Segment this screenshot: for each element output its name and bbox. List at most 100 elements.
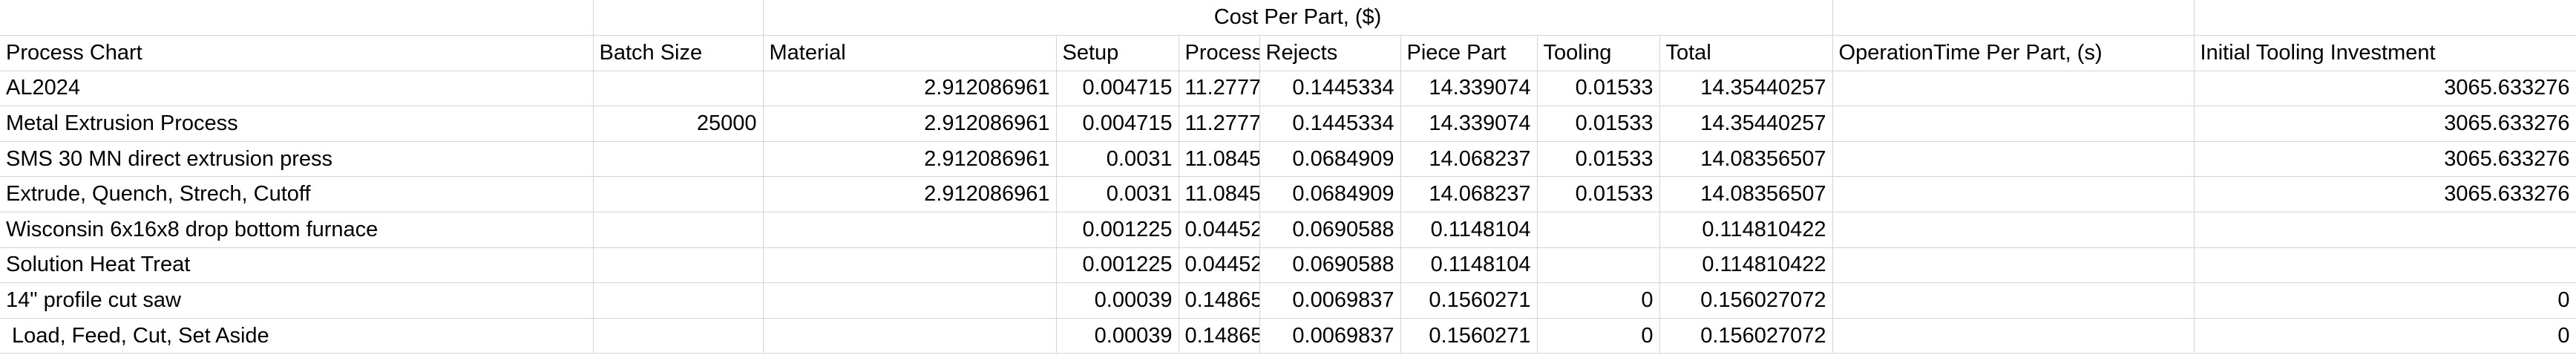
value-cell[interactable] (1832, 282, 2195, 319)
value-cell[interactable]: 0.01533 (1537, 176, 1660, 213)
value-cell[interactable]: 0.00039 (1056, 282, 1179, 319)
value-cell[interactable]: 0 (2194, 282, 2576, 319)
value-cell[interactable] (1832, 71, 2195, 107)
value-cell[interactable] (1832, 247, 2195, 284)
header-process-chart[interactable]: Process Chart (0, 35, 594, 71)
value-cell[interactable]: 0.044527 (1179, 247, 1260, 284)
value-cell[interactable]: 11.08456 (1179, 141, 1260, 178)
value-cell[interactable]: 14.35440257 (1659, 105, 1833, 142)
value-cell[interactable]: 0.148653 (1179, 318, 1260, 354)
value-cell[interactable]: 14.35440257 (1659, 71, 1833, 107)
value-cell[interactable]: 0.156027072 (1659, 282, 1833, 319)
value-cell[interactable]: 0.148653 (1179, 282, 1260, 319)
header-setup[interactable]: Setup (1056, 35, 1179, 71)
value-cell[interactable] (593, 318, 764, 354)
value-cell[interactable]: 0.00039 (1056, 318, 1179, 354)
header-rejects[interactable]: Rejects (1259, 35, 1401, 71)
value-cell[interactable] (763, 282, 1057, 319)
value-cell[interactable]: 0.004715 (1056, 105, 1179, 142)
value-cell[interactable]: 11.27774 (1179, 71, 1260, 107)
value-cell[interactable] (1537, 212, 1660, 248)
value-cell[interactable]: 14.339074 (1400, 71, 1538, 107)
value-cell[interactable] (1537, 247, 1660, 284)
cell[interactable] (2194, 0, 2576, 36)
cell[interactable] (593, 0, 764, 36)
header-initial-tooling-investment[interactable]: Initial Tooling Investment (2194, 35, 2576, 71)
value-cell[interactable] (2194, 212, 2576, 248)
value-cell[interactable]: 0.114810422 (1659, 247, 1833, 284)
value-cell[interactable]: 0.01533 (1537, 141, 1660, 178)
value-cell[interactable] (593, 176, 764, 213)
value-cell[interactable]: 2.912086961 (763, 105, 1057, 142)
row-label-cell[interactable]: AL2024 (0, 71, 594, 107)
cell[interactable] (1832, 0, 2195, 36)
value-cell[interactable]: 0.1560271 (1400, 318, 1538, 354)
row-label-cell[interactable]: Extrude, Quench, Strech, Cutoff (0, 176, 594, 213)
value-cell[interactable]: 0.114810422 (1659, 212, 1833, 248)
value-cell[interactable]: 0.001225 (1056, 212, 1179, 248)
value-cell[interactable]: 0.01533 (1537, 71, 1660, 107)
value-cell[interactable] (1832, 212, 2195, 248)
value-cell[interactable]: 0 (1537, 318, 1660, 354)
value-cell[interactable]: 0.0031 (1056, 141, 1179, 178)
value-cell[interactable]: 0.0690588 (1259, 247, 1401, 284)
value-cell[interactable]: 0.1148104 (1400, 212, 1538, 248)
value-cell[interactable]: 0.1560271 (1400, 282, 1538, 319)
value-cell[interactable]: 0.0690588 (1259, 212, 1401, 248)
value-cell[interactable]: 14.068237 (1400, 176, 1538, 213)
header-batch-size[interactable]: Batch Size (593, 35, 764, 71)
value-cell[interactable] (1832, 141, 2195, 178)
value-cell[interactable] (593, 141, 764, 178)
value-cell[interactable]: 0.044527 (1179, 212, 1260, 248)
value-cell[interactable]: 2.912086961 (763, 141, 1057, 178)
header-operation-time[interactable]: OperationTime Per Part, (s) (1832, 35, 2195, 71)
value-cell[interactable]: 3065.633276 (2194, 105, 2576, 142)
value-cell[interactable]: 14.08356507 (1659, 141, 1833, 178)
value-cell[interactable]: 0.0031 (1056, 176, 1179, 213)
value-cell[interactable]: 0 (2194, 318, 2576, 354)
value-cell[interactable]: 0 (1537, 282, 1660, 319)
value-cell[interactable] (763, 318, 1057, 354)
value-cell[interactable]: 0.0684909 (1259, 141, 1401, 178)
row-label-cell[interactable]: Load, Feed, Cut, Set Aside (0, 318, 594, 354)
value-cell[interactable] (593, 247, 764, 284)
value-cell[interactable]: 0.004715 (1056, 71, 1179, 107)
value-cell[interactable]: 0.0069837 (1259, 318, 1401, 354)
value-cell[interactable]: 0.0684909 (1259, 176, 1401, 213)
value-cell[interactable] (2194, 247, 2576, 284)
value-cell[interactable]: 3065.633276 (2194, 71, 2576, 107)
header-process[interactable]: Process (1179, 35, 1260, 71)
header-material[interactable]: Material (763, 35, 1057, 71)
value-cell[interactable]: 0.1148104 (1400, 247, 1538, 284)
value-cell[interactable]: 14.08356507 (1659, 176, 1833, 213)
cell[interactable] (0, 0, 594, 36)
value-cell[interactable] (1832, 318, 2195, 354)
value-cell[interactable] (593, 71, 764, 107)
header-tooling[interactable]: Tooling (1537, 35, 1660, 71)
value-cell[interactable]: 14.339074 (1400, 105, 1538, 142)
value-cell[interactable]: 11.08456 (1179, 176, 1260, 213)
header-piece-part[interactable]: Piece Part (1400, 35, 1538, 71)
value-cell[interactable]: 14.068237 (1400, 141, 1538, 178)
row-label-cell[interactable]: Solution Heat Treat (0, 247, 594, 284)
value-cell[interactable]: 3065.633276 (2194, 141, 2576, 178)
value-cell[interactable] (593, 212, 764, 248)
row-label-cell[interactable]: Wisconsin 6x16x8 drop bottom furnace (0, 212, 594, 248)
value-cell[interactable] (1832, 176, 2195, 213)
header-total[interactable]: Total (1659, 35, 1833, 71)
row-label-cell[interactable]: Metal Extrusion Process (0, 105, 594, 142)
value-cell[interactable]: 2.912086961 (763, 71, 1057, 107)
value-cell[interactable] (593, 282, 764, 319)
row-label-cell[interactable]: 14" profile cut saw (0, 282, 594, 319)
value-cell[interactable]: 0.01533 (1537, 105, 1660, 142)
value-cell[interactable]: 2.912086961 (763, 176, 1057, 213)
value-cell[interactable]: 11.27774 (1179, 105, 1260, 142)
value-cell[interactable]: 0.1445334 (1259, 71, 1401, 107)
group-header-cell[interactable]: Cost Per Part, ($) (763, 0, 1833, 36)
value-cell[interactable]: 25000 (593, 105, 764, 142)
value-cell[interactable]: 3065.633276 (2194, 176, 2576, 213)
value-cell[interactable] (1832, 105, 2195, 142)
value-cell[interactable]: 0.1445334 (1259, 105, 1401, 142)
value-cell[interactable]: 0.156027072 (1659, 318, 1833, 354)
value-cell[interactable]: 0.0069837 (1259, 282, 1401, 319)
